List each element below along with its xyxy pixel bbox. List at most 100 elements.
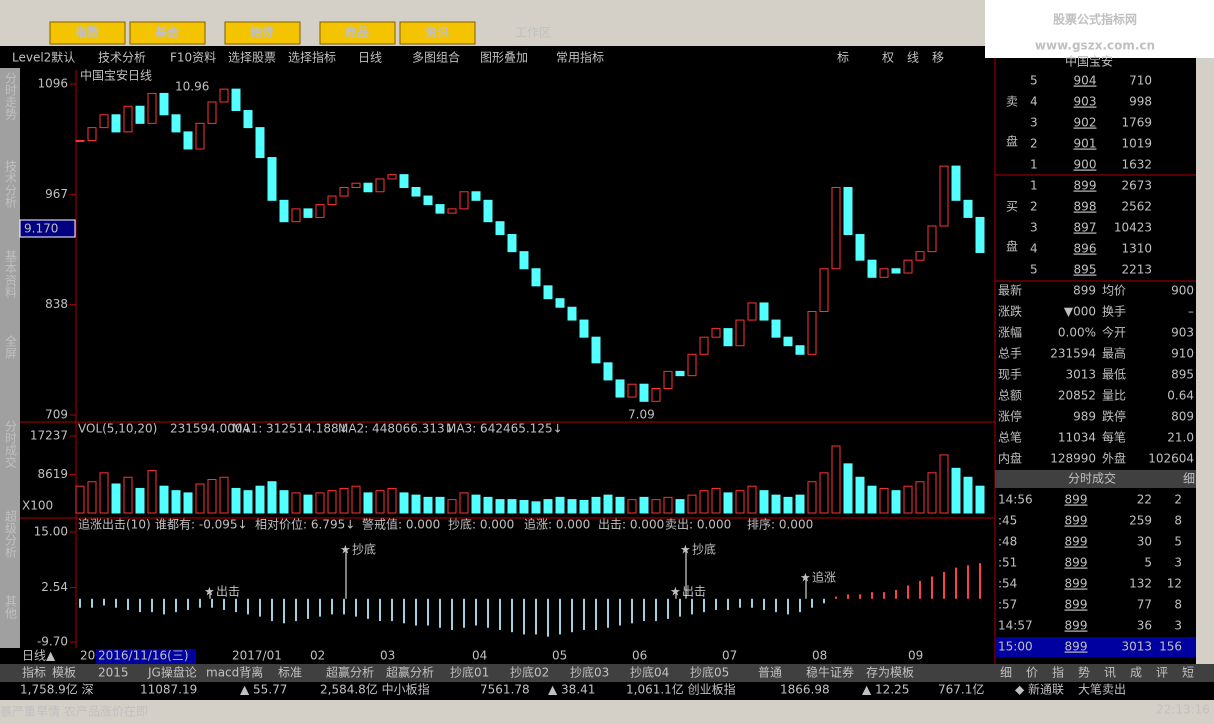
bottom-tab[interactable]: 抄底02 bbox=[510, 665, 549, 680]
menu-button-label[interactable]: 指数 bbox=[75, 25, 100, 40]
quote-tab[interactable]: 价 bbox=[1026, 666, 1038, 680]
ob-volume: 2673 bbox=[1121, 179, 1152, 193]
toolbar-item[interactable]: 多图组合 bbox=[412, 50, 460, 65]
ind-bar bbox=[271, 598, 273, 622]
bottom-tab[interactable]: 存为模板 bbox=[866, 666, 914, 680]
toolbar-item[interactable]: F10资料 bbox=[170, 51, 216, 65]
bottom-tab[interactable]: 稳牛证券 bbox=[806, 665, 854, 680]
trade-count: 8 bbox=[1174, 514, 1182, 528]
toolbar-item[interactable]: 线 bbox=[907, 51, 919, 65]
side-tab[interactable]: 全屏 bbox=[4, 334, 18, 360]
quote-tab[interactable]: 评 bbox=[1156, 666, 1168, 680]
toolbar-item[interactable]: 技术分析 bbox=[98, 51, 146, 65]
candle bbox=[315, 204, 325, 218]
toolbar-item[interactable]: 移 bbox=[932, 51, 944, 65]
period-label: 日线▲ bbox=[22, 649, 56, 663]
candle bbox=[831, 186, 841, 270]
bottom-tab[interactable]: 2015 bbox=[98, 666, 129, 680]
candle bbox=[723, 328, 733, 347]
bottom-tab[interactable]: 抄底05 bbox=[690, 665, 729, 680]
side-tab[interactable]: 技术分析 bbox=[4, 160, 18, 209]
candle bbox=[183, 131, 193, 150]
bottom-tab[interactable]: 抄底04 bbox=[630, 665, 669, 680]
menu-button-label[interactable]: 商品 bbox=[345, 25, 369, 40]
volume-bar bbox=[639, 496, 649, 514]
menu-button[interactable] bbox=[129, 21, 206, 45]
bottom-tab[interactable]: 普通 bbox=[758, 666, 782, 680]
volume-bar bbox=[387, 487, 397, 514]
bottom-tab[interactable]: 抄底01 bbox=[450, 665, 489, 680]
quote-tab[interactable]: 细 bbox=[1000, 666, 1012, 680]
bottom-tab[interactable]: 模板 bbox=[52, 666, 76, 680]
candle bbox=[927, 225, 937, 253]
ticker-item: 767.1亿 bbox=[938, 682, 984, 697]
menu-button[interactable] bbox=[224, 21, 301, 45]
ob-level: 2 bbox=[1030, 137, 1038, 151]
ob-level: 2 bbox=[1030, 200, 1038, 214]
toolbar-item[interactable]: 日线 bbox=[358, 51, 382, 65]
menu-button[interactable] bbox=[49, 21, 126, 45]
toolbar-item[interactable]: 选择股票 bbox=[228, 51, 276, 65]
bottom-tab[interactable]: 指标 bbox=[22, 665, 46, 680]
bottom-tab[interactable]: 标准 bbox=[278, 666, 302, 680]
ob-price: 903 bbox=[1074, 95, 1097, 109]
ind-bar bbox=[307, 598, 309, 619]
stat-label: 总手 bbox=[998, 347, 1022, 361]
bottom-tab[interactable]: JG操盘论 bbox=[147, 665, 197, 680]
signal-label: 出击 bbox=[682, 585, 706, 599]
ind-bar bbox=[595, 598, 597, 630]
quote-tab[interactable]: 成 bbox=[1130, 666, 1142, 680]
ind-bar bbox=[127, 598, 129, 610]
toolbar-item[interactable]: 常用指标 bbox=[556, 50, 604, 65]
menu-button[interactable] bbox=[319, 21, 396, 45]
quote-tab[interactable]: 讯 bbox=[1104, 666, 1116, 680]
menu-button-label[interactable]: 债券 bbox=[250, 25, 275, 40]
toolbar-item[interactable]: Level2默认 bbox=[12, 50, 75, 65]
side-tab[interactable]: 其他 bbox=[4, 595, 18, 619]
volume-bar bbox=[111, 483, 121, 514]
volume-bar bbox=[207, 478, 217, 514]
menu-button-label[interactable]: 资讯 bbox=[425, 25, 449, 40]
y-tick-label: 1096 bbox=[37, 77, 68, 91]
workspace[interactable]: 工作区 bbox=[515, 26, 551, 40]
quote-tab[interactable]: 短 bbox=[1182, 666, 1194, 680]
bottom-tab[interactable]: 超赢分析 bbox=[386, 665, 434, 680]
bottom-tab[interactable]: 抄底03 bbox=[570, 665, 609, 680]
toolbar-item[interactable]: 图形叠加 bbox=[480, 51, 528, 65]
bottom-tab[interactable]: 超赢分析 bbox=[326, 665, 374, 680]
toolbar-item[interactable]: 权 bbox=[882, 51, 894, 65]
quote-tab[interactable]: 指 bbox=[1052, 665, 1064, 680]
candle bbox=[663, 370, 673, 389]
trade-volume: 259 bbox=[1129, 514, 1152, 528]
candle bbox=[555, 298, 565, 308]
bottom-tab[interactable]: macd背离 bbox=[206, 665, 263, 680]
menu-button[interactable] bbox=[399, 21, 476, 45]
toolbar-item[interactable]: 标 bbox=[837, 51, 849, 65]
side-tab[interactable]: 超级分析 bbox=[4, 509, 18, 559]
trade-time: 14:57 bbox=[998, 619, 1033, 633]
ob-side: 盘 bbox=[1006, 239, 1018, 254]
candle bbox=[771, 319, 781, 338]
signal-star: ★ bbox=[670, 585, 681, 599]
ob-level: 5 bbox=[1030, 74, 1038, 88]
volume-bar bbox=[843, 463, 853, 514]
stat-value: 102604 bbox=[1148, 452, 1194, 466]
ind-bar bbox=[895, 589, 897, 599]
quote-name: 中国宝安 bbox=[1065, 54, 1113, 69]
trades-detail[interactable]: 细 bbox=[1183, 472, 1195, 486]
date-label: 04 bbox=[472, 649, 487, 663]
volume-bar bbox=[147, 470, 157, 514]
quote-tab[interactable]: 势 bbox=[1078, 666, 1090, 680]
toolbar-item[interactable]: 选择指标 bbox=[288, 50, 336, 65]
ind-legend: 卖出: 0.000 bbox=[665, 518, 731, 532]
side-tab[interactable]: 基本资料 bbox=[4, 250, 18, 298]
vol-legend: 231594.000↓ bbox=[170, 422, 253, 436]
trade-volume: 22 bbox=[1137, 493, 1152, 507]
date-label: 05 bbox=[552, 649, 567, 663]
volume-bar bbox=[555, 496, 565, 514]
ob-side: 卖 bbox=[1006, 95, 1018, 109]
side-tab[interactable]: 分时走势 bbox=[4, 72, 18, 120]
side-tab[interactable]: 分时成交 bbox=[4, 420, 18, 469]
menu-button-label[interactable]: 基金 bbox=[154, 25, 180, 40]
